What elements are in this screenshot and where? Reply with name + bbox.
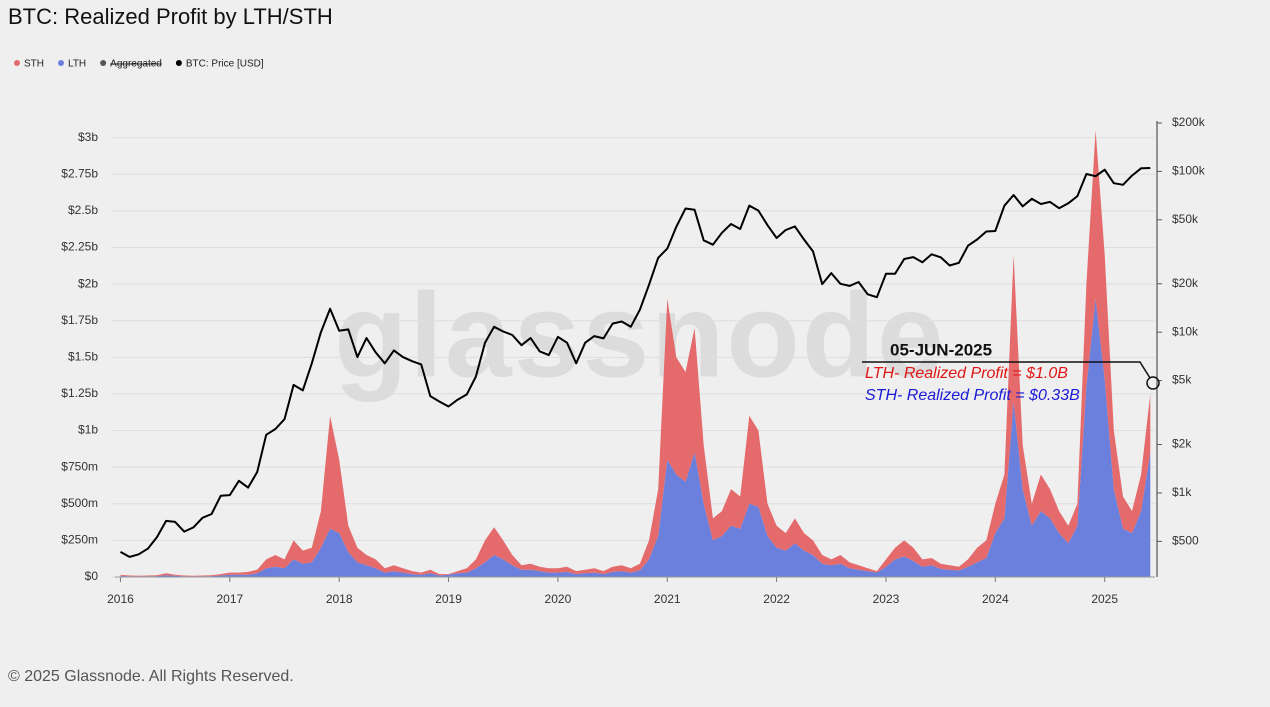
y-tick-label: $1.25b	[61, 386, 98, 400]
legend-marker	[175, 60, 182, 66]
y-tick-label: $500m	[61, 496, 98, 510]
annotation-layer: 05-JUN-2025 LTH- Realized Profit = $1.0B S…	[862, 340, 1160, 404]
x-tick-label: 2022	[763, 592, 790, 606]
legend: STH LTH Aggregated BTC: Price [USD]	[14, 59, 264, 70]
y2-tick-label: $2k	[1172, 437, 1192, 451]
y-tick-label: $2.75b	[61, 166, 98, 180]
area-layer	[120, 130, 1151, 577]
annotation-text: 05-JUN-2025	[890, 340, 992, 359]
x-tick-label: 2020	[545, 592, 572, 606]
y2-tick-label: $20k	[1172, 276, 1199, 290]
y2-tick-label: $100k	[1172, 164, 1206, 178]
y-tick-label: $2.5b	[68, 203, 98, 217]
legend-marker	[100, 60, 107, 66]
y2-tick-label: $500	[1172, 534, 1199, 548]
annotation-text: STH- Realized Profit = $0.33B	[865, 387, 1080, 404]
x-tick-label: 2023	[873, 592, 900, 606]
y-tick-label: $1.5b	[68, 349, 98, 363]
y-tick-label: $1b	[78, 423, 98, 437]
x-tick-label: 2017	[216, 592, 243, 606]
legend-label: LTH	[68, 59, 86, 70]
y-tick-label: $2.25b	[61, 240, 98, 254]
y2-tick-label: $10k	[1172, 324, 1199, 338]
price-line	[120, 167, 1151, 558]
y-tick-label: $2b	[78, 276, 98, 290]
watermark-layer: glassnode	[334, 269, 946, 403]
line-layer	[120, 167, 1151, 558]
annotation-leader	[862, 361, 1151, 379]
legend-label: Aggregated	[110, 59, 162, 70]
x-tick-label: 2016	[107, 592, 134, 606]
y-tick-label: $0	[85, 569, 99, 583]
x-tick-label: 2024	[982, 592, 1009, 606]
y-tick-label: $3b	[78, 130, 98, 144]
x-tick-label: 2019	[435, 592, 462, 606]
x-tick-label: 2018	[326, 592, 353, 606]
x-tick-label: 2025	[1091, 592, 1118, 606]
y2-tick-label: $200k	[1172, 115, 1206, 129]
y-tick-label: $1.75b	[61, 313, 98, 327]
y2-tick-label: $50k	[1172, 212, 1199, 226]
y-tick-label: $250m	[61, 533, 98, 547]
footer: © 2025 Glassnode. All Rights Reserved.	[8, 668, 294, 685]
legend-marker	[14, 60, 20, 66]
annotation-text: LTH- Realized Profit = $1.0B	[865, 365, 1068, 382]
x-tick-label: 2021	[654, 592, 681, 606]
watermark: glassnode	[334, 269, 946, 403]
annotation-marker	[1146, 376, 1160, 390]
legend-marker	[58, 60, 64, 66]
axis-layer: $0 $250m $500m $750m $1b $1.25b $1.5b $1.75b $2b…	[61, 115, 1205, 606]
y-tick-label: $750m	[61, 459, 98, 473]
y2-tick-label: $5k	[1172, 373, 1192, 387]
chart-title: BTC: Realized Profit by LTH/STH	[8, 4, 333, 29]
legend-label: BTC: Price [USD]	[186, 59, 264, 70]
area	[120, 298, 1151, 577]
legend-label: STH	[24, 59, 44, 70]
y2-tick-label: $1k	[1172, 485, 1192, 499]
